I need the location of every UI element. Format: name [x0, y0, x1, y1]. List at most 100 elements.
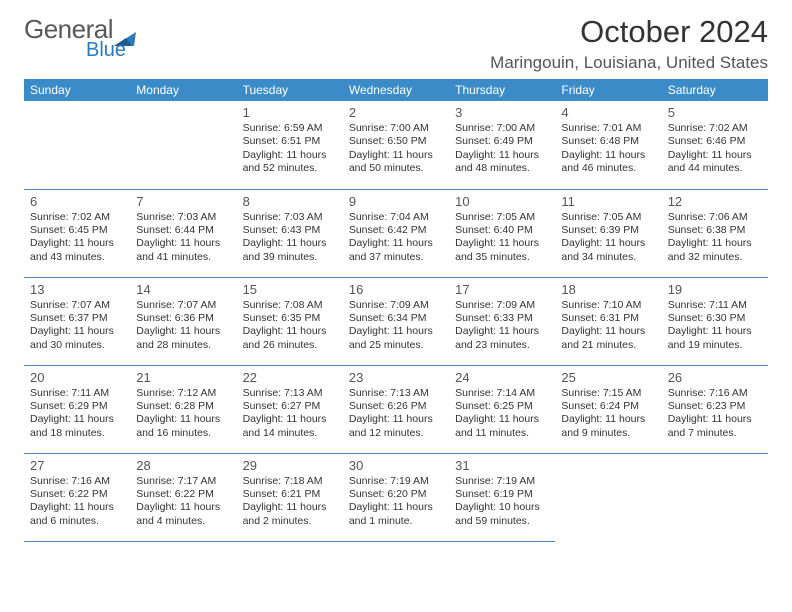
- calendar-week-row: 20 Sunrise: 7:11 AMSunset: 6:29 PMDayligh…: [24, 365, 768, 453]
- calendar-day-cell: 18 Sunrise: 7:10 AMSunset: 6:31 PMDayligh…: [555, 277, 661, 365]
- day-number: 16: [349, 282, 443, 297]
- day-info: Sunrise: 7:11 AMSunset: 6:29 PMDaylight:…: [30, 387, 124, 441]
- location-subtitle: Maringouin, Louisiana, United States: [490, 53, 768, 73]
- calendar-week-row: 27 Sunrise: 7:16 AMSunset: 6:22 PMDayligh…: [24, 453, 768, 541]
- calendar-day-cell: 25 Sunrise: 7:15 AMSunset: 6:24 PMDayligh…: [555, 365, 661, 453]
- day-info: Sunrise: 7:19 AMSunset: 6:20 PMDaylight:…: [349, 475, 443, 529]
- calendar-day-cell: 20 Sunrise: 7:11 AMSunset: 6:29 PMDayligh…: [24, 365, 130, 453]
- day-info: Sunrise: 7:16 AMSunset: 6:23 PMDaylight:…: [668, 387, 762, 441]
- day-number: 28: [136, 458, 230, 473]
- calendar-day-cell: 19 Sunrise: 7:11 AMSunset: 6:30 PMDayligh…: [662, 277, 768, 365]
- day-info: Sunrise: 7:03 AMSunset: 6:43 PMDaylight:…: [243, 211, 337, 265]
- calendar-empty-cell: [24, 101, 130, 189]
- day-number: 14: [136, 282, 230, 297]
- weekday-header: Saturday: [662, 79, 768, 101]
- day-number: 15: [243, 282, 337, 297]
- title-block: October 2024 Maringouin, Louisiana, Unit…: [490, 14, 768, 73]
- day-number: 11: [561, 194, 655, 209]
- day-info: Sunrise: 7:11 AMSunset: 6:30 PMDaylight:…: [668, 299, 762, 353]
- calendar-week-row: 13 Sunrise: 7:07 AMSunset: 6:37 PMDayligh…: [24, 277, 768, 365]
- calendar-day-cell: 24Sunrise: 7:14 AMSunset: 6:25 PMDayligh…: [449, 365, 555, 453]
- day-info: Sunrise: 7:00 AMSunset: 6:50 PMDaylight:…: [349, 122, 443, 176]
- day-info: Sunrise: 7:01 AMSunset: 6:48 PMDaylight:…: [561, 122, 655, 176]
- day-info: Sunrise: 7:00 AMSunset: 6:49 PMDaylight:…: [455, 122, 549, 176]
- calendar-day-cell: 31 Sunrise: 7:19 AMSunset: 6:19 PMDayligh…: [449, 453, 555, 541]
- day-info: Sunrise: 7:16 AMSunset: 6:22 PMDaylight:…: [30, 475, 124, 529]
- weekday-header: Wednesday: [343, 79, 449, 101]
- calendar-day-cell: 17 Sunrise: 7:09 AMSunset: 6:33 PMDayligh…: [449, 277, 555, 365]
- day-info: Sunrise: 7:08 AMSunset: 6:35 PMDaylight:…: [243, 299, 337, 353]
- day-number: 13: [30, 282, 124, 297]
- day-info: Sunrise: 7:07 AMSunset: 6:37 PMDaylight:…: [30, 299, 124, 353]
- day-info: Sunrise: 7:04 AMSunset: 6:42 PMDaylight:…: [349, 211, 443, 265]
- calendar-day-cell: 23 Sunrise: 7:13 AMSunset: 6:26 PMDayligh…: [343, 365, 449, 453]
- day-number: 21: [136, 370, 230, 385]
- logo-text-blue: Blue: [86, 39, 126, 62]
- calendar-header-row: SundayMondayTuesdayWednesdayThursdayFrid…: [24, 79, 768, 101]
- day-number: 6: [30, 194, 124, 209]
- calendar-day-cell: 26 Sunrise: 7:16 AMSunset: 6:23 PMDayligh…: [662, 365, 768, 453]
- calendar-day-cell: 27 Sunrise: 7:16 AMSunset: 6:22 PMDayligh…: [24, 453, 130, 541]
- day-info: Sunrise: 7:09 AMSunset: 6:34 PMDaylight:…: [349, 299, 443, 353]
- day-info: Sunrise: 7:07 AMSunset: 6:36 PMDaylight:…: [136, 299, 230, 353]
- day-number: 22: [243, 370, 337, 385]
- weekday-header: Thursday: [449, 79, 555, 101]
- calendar-table: SundayMondayTuesdayWednesdayThursdayFrid…: [24, 79, 768, 542]
- header: General Blue October 2024 Maringouin, Lo…: [24, 14, 768, 73]
- day-number: 9: [349, 194, 443, 209]
- day-info: Sunrise: 7:10 AMSunset: 6:31 PMDaylight:…: [561, 299, 655, 353]
- calendar-day-cell: 4Sunrise: 7:01 AMSunset: 6:48 PMDaylight…: [555, 101, 661, 189]
- day-info: Sunrise: 7:17 AMSunset: 6:22 PMDaylight:…: [136, 475, 230, 529]
- weekday-header: Tuesday: [237, 79, 343, 101]
- calendar-day-cell: 3 Sunrise: 7:00 AMSunset: 6:49 PMDaylight…: [449, 101, 555, 189]
- day-number: 30: [349, 458, 443, 473]
- calendar-day-cell: 10Sunrise: 7:05 AMSunset: 6:40 PMDayligh…: [449, 189, 555, 277]
- calendar-day-cell: 6 Sunrise: 7:02 AMSunset: 6:45 PMDaylight…: [24, 189, 130, 277]
- calendar-empty-cell: [130, 101, 236, 189]
- calendar-week-row: 6 Sunrise: 7:02 AMSunset: 6:45 PMDaylight…: [24, 189, 768, 277]
- day-number: 7: [136, 194, 230, 209]
- day-info: Sunrise: 7:02 AMSunset: 6:46 PMDaylight:…: [668, 122, 762, 176]
- weekday-header: Sunday: [24, 79, 130, 101]
- day-number: 23: [349, 370, 443, 385]
- day-info: Sunrise: 7:12 AMSunset: 6:28 PMDaylight:…: [136, 387, 230, 441]
- day-number: 20: [30, 370, 124, 385]
- day-number: 8: [243, 194, 337, 209]
- calendar-empty-cell: [555, 453, 661, 541]
- day-number: 27: [30, 458, 124, 473]
- day-info: Sunrise: 7:19 AMSunset: 6:19 PMDaylight:…: [455, 475, 549, 529]
- day-number: 3: [455, 105, 549, 120]
- calendar-day-cell: 15 Sunrise: 7:08 AMSunset: 6:35 PMDayligh…: [237, 277, 343, 365]
- calendar-day-cell: 16 Sunrise: 7:09 AMSunset: 6:34 PMDayligh…: [343, 277, 449, 365]
- calendar-day-cell: 2 Sunrise: 7:00 AMSunset: 6:50 PMDaylight…: [343, 101, 449, 189]
- day-info: Sunrise: 7:18 AMSunset: 6:21 PMDaylight:…: [243, 475, 337, 529]
- page-title: October 2024: [490, 14, 768, 50]
- day-number: 17: [455, 282, 549, 297]
- calendar-day-cell: 1Sunrise: 6:59 AMSunset: 6:51 PMDaylight…: [237, 101, 343, 189]
- day-number: 18: [561, 282, 655, 297]
- day-number: 25: [561, 370, 655, 385]
- day-number: 29: [243, 458, 337, 473]
- logo: General Blue: [24, 14, 138, 62]
- calendar-day-cell: 13 Sunrise: 7:07 AMSunset: 6:37 PMDayligh…: [24, 277, 130, 365]
- day-info: Sunrise: 7:13 AMSunset: 6:26 PMDaylight:…: [349, 387, 443, 441]
- day-info: Sunrise: 7:14 AMSunset: 6:25 PMDaylight:…: [455, 387, 549, 441]
- calendar-day-cell: 8 Sunrise: 7:03 AMSunset: 6:43 PMDaylight…: [237, 189, 343, 277]
- day-info: Sunrise: 7:06 AMSunset: 6:38 PMDaylight:…: [668, 211, 762, 265]
- day-number: 19: [668, 282, 762, 297]
- day-number: 31: [455, 458, 549, 473]
- calendar-day-cell: 28 Sunrise: 7:17 AMSunset: 6:22 PMDayligh…: [130, 453, 236, 541]
- calendar-day-cell: 9 Sunrise: 7:04 AMSunset: 6:42 PMDaylight…: [343, 189, 449, 277]
- day-number: 2: [349, 105, 443, 120]
- day-info: Sunrise: 7:15 AMSunset: 6:24 PMDaylight:…: [561, 387, 655, 441]
- day-number: 5: [668, 105, 762, 120]
- day-info: Sunrise: 7:09 AMSunset: 6:33 PMDaylight:…: [455, 299, 549, 353]
- day-number: 12: [668, 194, 762, 209]
- calendar-day-cell: 7Sunrise: 7:03 AMSunset: 6:44 PMDaylight…: [130, 189, 236, 277]
- day-info: Sunrise: 7:13 AMSunset: 6:27 PMDaylight:…: [243, 387, 337, 441]
- day-number: 26: [668, 370, 762, 385]
- calendar-week-row: 1Sunrise: 6:59 AMSunset: 6:51 PMDaylight…: [24, 101, 768, 189]
- day-info: Sunrise: 7:02 AMSunset: 6:45 PMDaylight:…: [30, 211, 124, 265]
- day-info: Sunrise: 6:59 AMSunset: 6:51 PMDaylight:…: [243, 122, 337, 176]
- day-info: Sunrise: 7:05 AMSunset: 6:40 PMDaylight:…: [455, 211, 549, 265]
